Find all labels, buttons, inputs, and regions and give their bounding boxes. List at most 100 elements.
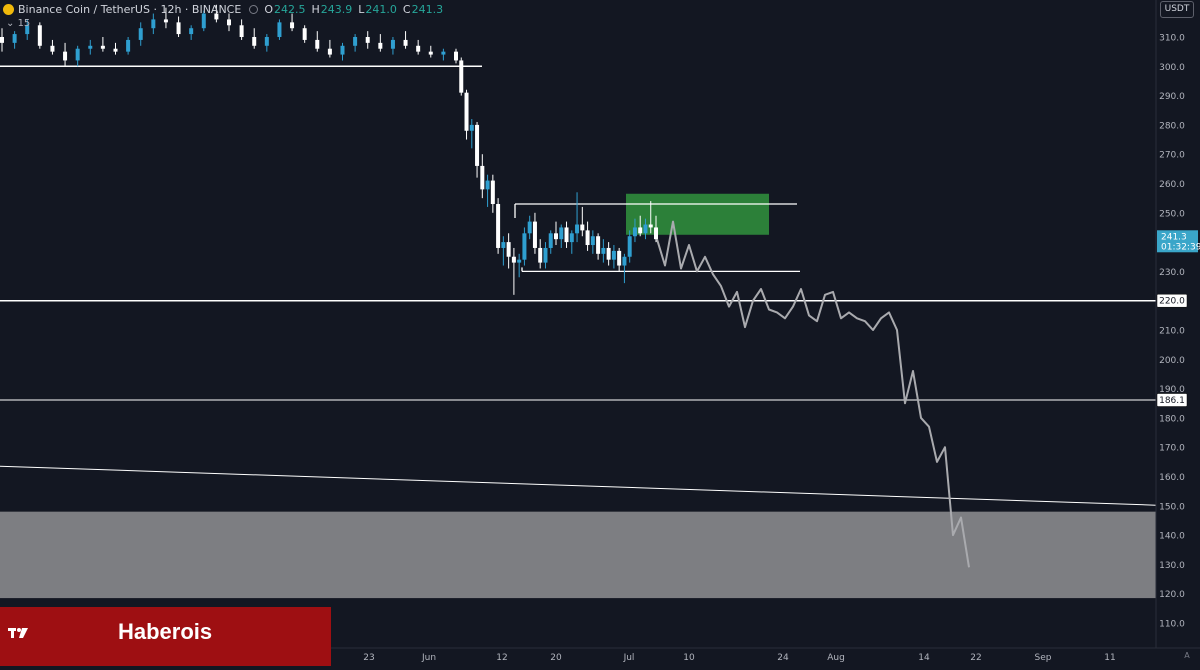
candle-body-38 (464, 92, 469, 131)
candle-22 (277, 19, 282, 40)
level-badge-label: 220.0 (1159, 297, 1185, 307)
symbol-legend: Binance Coin / TetherUS · 12h · BINANCE … (0, 0, 443, 18)
candle-74 (654, 215, 658, 243)
y-tick-label: 110.0 (1159, 620, 1185, 630)
price-axis[interactable] (1156, 0, 1200, 666)
candle-2 (25, 19, 30, 40)
candle-72 (643, 218, 648, 240)
candle-5 (63, 42, 68, 67)
candle-23 (290, 13, 295, 32)
visibility-dot-icon[interactable] (249, 4, 259, 14)
candle-55 (554, 221, 558, 246)
y-tick-label: 230.0 (1159, 268, 1185, 278)
level-badge-label: 186.1 (1159, 396, 1185, 406)
candle-3 (37, 22, 42, 49)
candle-body-0 (0, 37, 4, 43)
candle-body-45 (501, 242, 506, 248)
candle-body-18 (227, 19, 231, 26)
candle-body-21 (264, 37, 269, 46)
tradingview-logo-icon (8, 628, 28, 638)
chevron-icon: ⌄ (6, 18, 18, 29)
candle-body-11 (138, 28, 143, 40)
candle-body-24 (302, 28, 307, 40)
indicator-badge[interactable]: ⌄ 15 (6, 18, 30, 29)
y-tick-label: 270.0 (1159, 151, 1185, 161)
candle-body-9 (113, 48, 118, 52)
high-label: H (311, 2, 320, 16)
low-value: 241.0 (365, 2, 397, 16)
candle-53 (543, 242, 548, 269)
y-tick-label: 310.0 (1159, 34, 1185, 44)
y-tick-label: 290.0 (1159, 92, 1185, 102)
candle-body-43 (490, 180, 495, 205)
candle-body-34 (428, 51, 433, 55)
last-price-label: 241.3 (1161, 232, 1187, 242)
candle-body-50 (527, 221, 532, 234)
candle-38 (464, 89, 469, 140)
candle-42 (485, 174, 490, 207)
open-value: 242.5 (274, 2, 306, 16)
candle-body-16 (201, 13, 206, 29)
candle-9 (113, 42, 118, 55)
candle-body-62 (590, 236, 595, 246)
auto-scale-button[interactable]: A (1184, 651, 1190, 660)
candle-15 (189, 25, 194, 40)
candle-body-42 (485, 180, 490, 190)
currency-selector[interactable]: USDT (1160, 1, 1194, 18)
x-tick-label: 12 (496, 653, 507, 663)
candle-body-15 (189, 28, 194, 35)
candle-25 (315, 31, 320, 52)
candle-body-39 (469, 124, 474, 131)
symbol-title[interactable]: Binance Coin / TetherUS · 12h · BINANCE (18, 2, 242, 16)
candle-body-69 (627, 236, 632, 257)
candle-body-56 (559, 227, 564, 240)
candle-body-37 (459, 60, 464, 93)
candle-body-46 (506, 242, 511, 257)
candle-47 (511, 247, 516, 295)
candle-body-59 (575, 224, 580, 234)
candle-body-1 (12, 34, 17, 43)
candle-58 (569, 230, 574, 254)
target-zone-gray (0, 511, 1156, 599)
candle-body-31 (390, 39, 395, 49)
y-tick-label: 130.0 (1159, 561, 1185, 571)
candle-39 (469, 119, 474, 149)
trendline[interactable] (0, 465, 1157, 506)
candle-body-70 (632, 227, 637, 237)
candle-41 (480, 154, 485, 199)
candle-65 (606, 242, 611, 266)
open-label: O (264, 2, 273, 16)
candle-body-55 (554, 233, 558, 240)
candle-body-14 (176, 22, 181, 35)
candle-33 (416, 39, 421, 55)
candle-59 (575, 192, 580, 243)
candle-body-12 (151, 19, 156, 29)
candle-body-20 (252, 37, 257, 46)
candle-50 (527, 215, 532, 240)
candle-62 (590, 230, 595, 254)
candle-68 (622, 253, 627, 284)
candle-48 (517, 253, 522, 278)
candle-6 (75, 45, 80, 67)
candle-17 (214, 4, 219, 23)
candle-49 (522, 227, 527, 266)
candle-body-74 (654, 227, 658, 240)
close-label: C (402, 2, 411, 16)
candle-body-8 (100, 45, 105, 49)
resistance-zone-green (626, 193, 769, 235)
candle-66 (611, 245, 616, 269)
candle-54 (548, 230, 553, 254)
candle-body-64 (601, 247, 606, 254)
projection-path[interactable] (656, 220, 970, 568)
candle-12 (151, 13, 156, 35)
candle-34 (428, 45, 433, 58)
candle-body-44 (496, 204, 501, 248)
candle-32 (403, 31, 408, 49)
candle-44 (496, 198, 501, 254)
candle-8 (100, 37, 105, 52)
candle-body-68 (622, 256, 627, 266)
y-tick-label: 300.0 (1159, 63, 1185, 73)
candle-43 (490, 174, 495, 213)
